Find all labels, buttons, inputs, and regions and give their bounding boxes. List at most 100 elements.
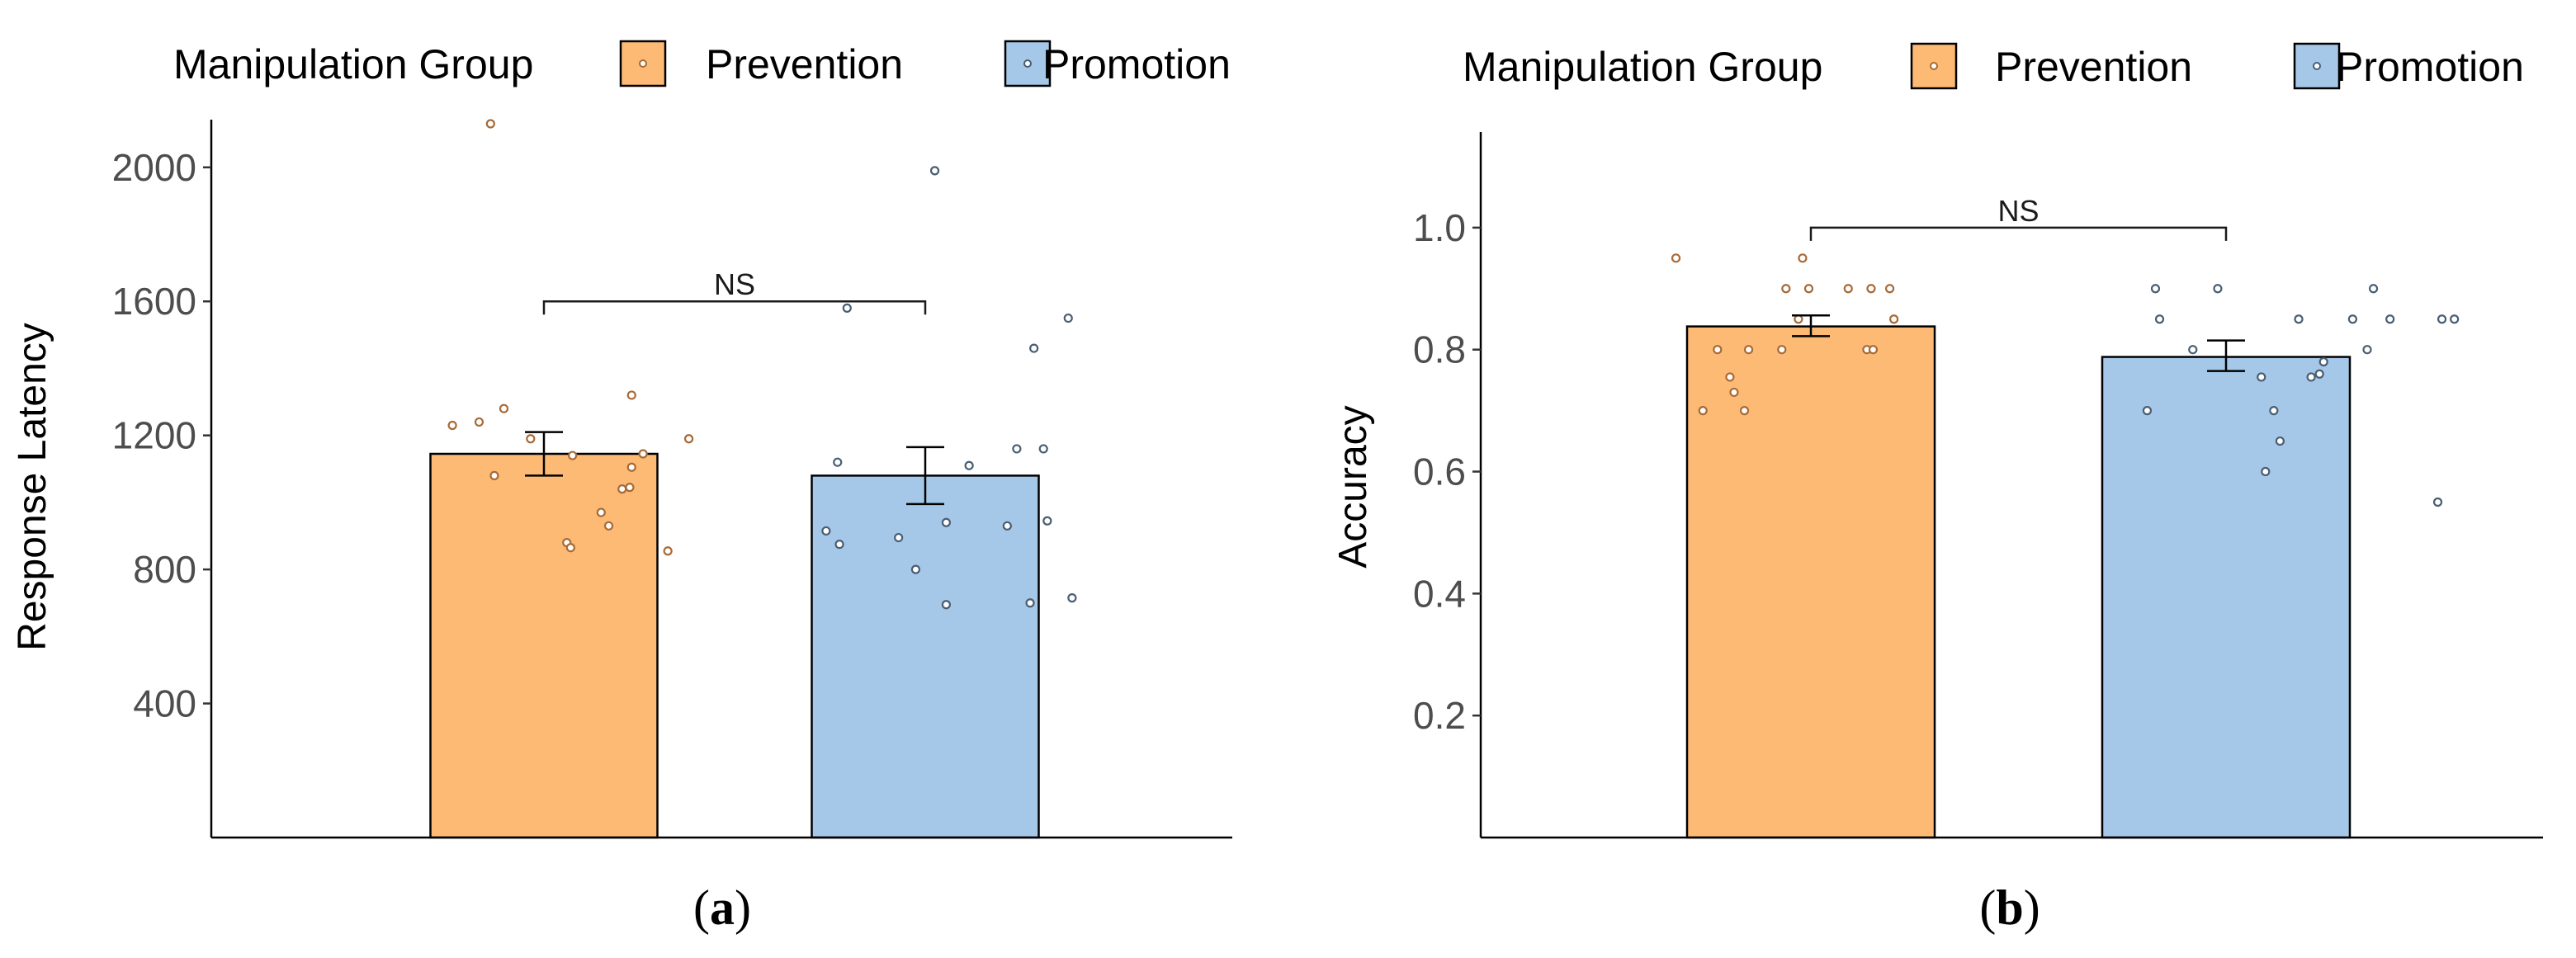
y-tick-label: 800 [133, 548, 196, 591]
data-point-prevention [568, 451, 578, 460]
data-point-promotion [2362, 345, 2372, 355]
data-point-prevention [1777, 345, 1787, 355]
data-point-promotion [2306, 372, 2316, 382]
data-point-promotion [2261, 466, 2271, 477]
data-point-prevention [1843, 284, 1853, 294]
panel-a: NS 400 800 1200 1600 2000 Response Latency Mani… [11, 40, 1232, 935]
data-point-prevention [663, 546, 673, 556]
data-point-prevention [596, 507, 606, 517]
y-tick-label: 400 [133, 682, 196, 725]
data-point-prevention [617, 484, 627, 494]
data-point-promotion [2432, 497, 2443, 507]
y-tick-label: 0.4 [1413, 572, 1466, 615]
data-point-promotion [894, 532, 904, 543]
data-point-promotion [842, 303, 852, 313]
data-point-prevention [447, 420, 457, 431]
data-point-prevention [499, 403, 509, 413]
data-point-promotion [2294, 314, 2304, 324]
legend-title: Manipulation Group [1463, 44, 1822, 90]
data-point-prevention [1698, 406, 1708, 416]
data-point-promotion [2314, 369, 2324, 379]
caption-letter: a [710, 880, 735, 935]
data-point-prevention [1803, 284, 1814, 294]
data-point-promotion [2318, 356, 2328, 367]
data-point-promotion [1025, 598, 1035, 608]
data-point-prevention [625, 483, 635, 493]
y-tick-label: 0.6 [1413, 451, 1466, 493]
y-tick-label: 0.2 [1413, 694, 1466, 737]
data-point-promotion [821, 526, 831, 536]
data-point-promotion [1067, 593, 1077, 603]
data-point-promotion [2150, 284, 2161, 294]
data-point-prevention [1794, 314, 1803, 324]
data-point-prevention [1725, 372, 1735, 382]
data-point-promotion [2154, 314, 2165, 324]
data-point-promotion [910, 564, 921, 574]
data-point-prevention [485, 119, 495, 129]
y-tick-label: 0.8 [1413, 328, 1466, 371]
caption-close-paren: ) [2024, 880, 2040, 935]
data-point-promotion [1012, 444, 1022, 454]
data-point-prevention [1866, 284, 1876, 294]
significance-bracket [1809, 226, 2228, 241]
data-point-promotion [834, 540, 844, 550]
data-point-promotion [1002, 521, 1012, 531]
legend-key-point [639, 59, 647, 68]
data-point-promotion [2275, 436, 2285, 446]
y-tick-label: 1.0 [1413, 206, 1466, 249]
panel-caption: (a) [693, 880, 751, 935]
legend-key-point [1023, 59, 1032, 68]
data-point-promotion [2385, 314, 2395, 324]
data-point-promotion [941, 517, 952, 527]
caption-letter: b [1996, 880, 2023, 935]
bar-promotion [811, 474, 1040, 839]
y-tick-label: 1200 [112, 414, 196, 457]
bar-prevention [429, 452, 659, 839]
data-point-promotion [929, 166, 940, 176]
data-point-promotion [1042, 516, 1052, 526]
data-point-prevention [1743, 345, 1754, 355]
data-point-prevention [1739, 406, 1750, 416]
significance-bracket [542, 300, 927, 315]
significance-label: NS [1997, 194, 2039, 228]
data-point-promotion [2188, 345, 2198, 355]
legend-label-prevention: Prevention [1995, 44, 2192, 90]
data-point-prevention [626, 462, 636, 472]
data-point-promotion [2269, 406, 2279, 416]
data-point-prevention [1781, 284, 1791, 294]
caption-close-paren: ) [735, 880, 751, 935]
legend-label-promotion: Promotion [2336, 44, 2524, 90]
data-point-prevention [1713, 345, 1723, 355]
data-point-promotion [2213, 284, 2223, 294]
bar-prevention [1685, 325, 1936, 839]
legend-label-promotion: Promotion [1042, 41, 1231, 87]
data-point-prevention [1729, 387, 1739, 398]
data-point-promotion [2347, 314, 2358, 324]
legend-key-point [2313, 62, 2321, 70]
data-point-prevention [683, 434, 694, 444]
caption-open-paren: ( [693, 880, 710, 935]
data-point-prevention [565, 543, 575, 553]
y-axis-title: Accuracy [1331, 405, 1375, 568]
data-point-promotion [2257, 372, 2266, 382]
data-point-promotion [2437, 314, 2447, 324]
data-point-promotion [1029, 343, 1039, 353]
data-point-prevention [1671, 253, 1681, 263]
data-point-promotion [1038, 444, 1048, 454]
data-point-prevention [489, 470, 499, 481]
data-point-promotion [964, 460, 974, 470]
data-point-promotion [941, 600, 952, 610]
data-point-promotion [2368, 284, 2379, 294]
data-point-prevention [1884, 284, 1895, 294]
legend-key-point [1930, 62, 1938, 70]
y-tick-label: 2000 [112, 146, 196, 189]
bar-promotion [2101, 356, 2351, 839]
data-point-prevention [626, 390, 636, 400]
data-point-promotion [833, 457, 843, 467]
panel-caption: (b) [1979, 880, 2040, 935]
data-point-prevention [1868, 345, 1879, 355]
legend-label-prevention: Prevention [706, 41, 903, 87]
data-point-prevention [603, 521, 614, 531]
data-point-prevention [1889, 314, 1899, 324]
